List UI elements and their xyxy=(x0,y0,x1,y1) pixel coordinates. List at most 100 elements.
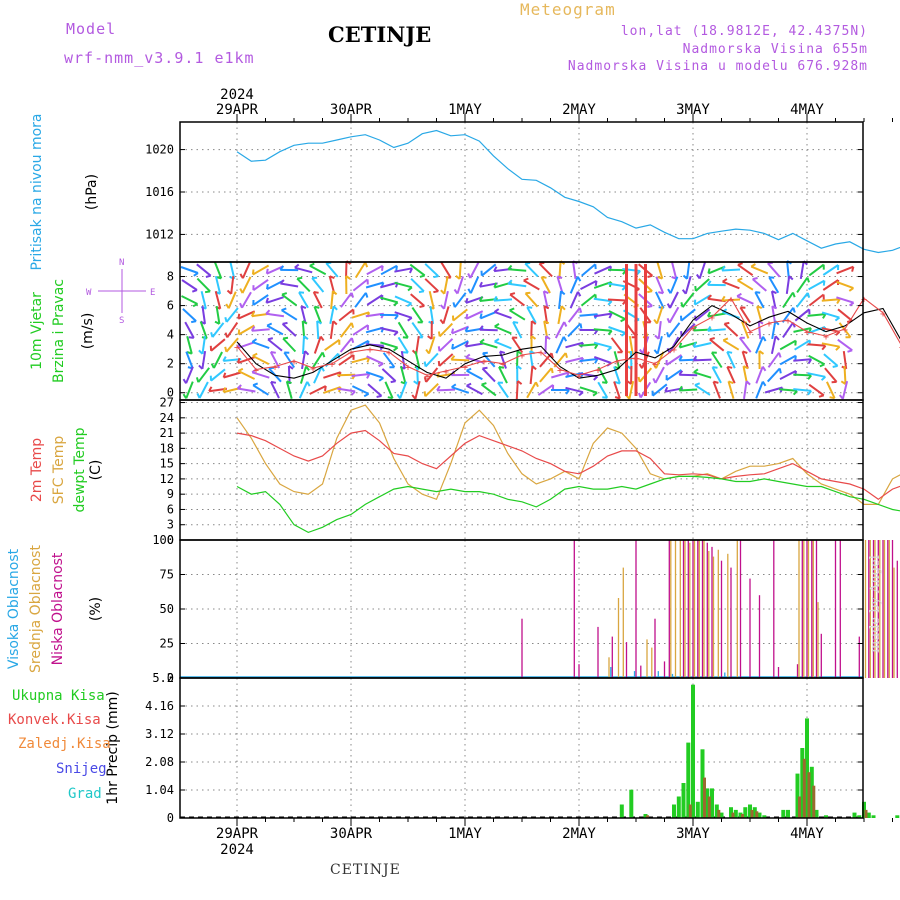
wind-barb-tip xyxy=(465,313,469,319)
y-tick-label: 1020 xyxy=(145,143,174,157)
wind-barb-tip xyxy=(198,364,204,370)
wind-barb xyxy=(799,260,805,280)
wind-barb xyxy=(497,382,509,398)
wind-barb xyxy=(694,308,711,322)
wind-barb-tip xyxy=(664,386,669,393)
wind-barb-tip xyxy=(840,380,847,385)
wind-barb-tip xyxy=(390,380,396,384)
wind-barb xyxy=(836,280,854,290)
compass-east: E xyxy=(150,288,155,298)
wind-barb-tip xyxy=(350,337,355,344)
wind-barb-tip xyxy=(594,343,599,350)
wind-barb-tip xyxy=(594,358,599,364)
precip-total-bar xyxy=(762,815,767,818)
wind-barb-tip xyxy=(821,345,827,351)
wind-barb xyxy=(694,384,711,396)
wind-barb-tip xyxy=(834,316,841,322)
wind-barb xyxy=(722,339,740,351)
wind-barb-tip xyxy=(437,346,441,352)
wind-gust-marker: + xyxy=(272,363,278,374)
wind-unit-label: (m/s) xyxy=(80,313,96,350)
wind-barb xyxy=(416,365,419,385)
wind-gust-marker: + xyxy=(310,364,316,375)
wind-barb-tip xyxy=(523,277,529,282)
wind-barb-tip xyxy=(594,280,598,286)
wind-barb xyxy=(654,291,665,309)
wind-barb xyxy=(742,366,748,384)
wind-barb xyxy=(750,265,769,275)
wind-barb-tip xyxy=(337,353,341,359)
y-tick-label: 4 xyxy=(167,328,174,342)
wind-barb-tip xyxy=(647,305,653,308)
wind-barb-tip xyxy=(493,308,500,313)
wind-barb xyxy=(201,335,206,355)
wind-barb xyxy=(686,260,691,280)
wind-barb xyxy=(822,264,839,276)
wind-barb xyxy=(836,265,854,275)
wind-barb xyxy=(338,354,355,366)
precip-total-bar xyxy=(643,814,648,818)
wind-barb xyxy=(825,381,836,399)
wind-barb-tip xyxy=(406,302,413,307)
wind-barb-tip xyxy=(423,361,427,367)
wind-gust-marker: + xyxy=(785,316,791,327)
wind-barb-tip xyxy=(252,382,259,387)
y-tick-label: 1012 xyxy=(145,227,174,241)
wind-barb-tip xyxy=(565,389,570,395)
wind-barb-tip xyxy=(509,307,515,312)
wind-barb xyxy=(693,358,712,362)
wind-barb xyxy=(843,365,847,385)
wind-barb-tip xyxy=(433,290,439,294)
wind-barb xyxy=(479,282,498,288)
wind-barb-tip xyxy=(835,345,841,351)
wind-barb-tip xyxy=(251,338,258,343)
wind-gust-marker: + xyxy=(652,360,658,371)
wind-barb-tip xyxy=(236,384,242,390)
wind-barb xyxy=(508,268,527,272)
wind-barb-tip xyxy=(614,396,621,400)
temp-unit-label: (C) xyxy=(88,460,104,481)
wind-barb xyxy=(526,381,537,399)
wind-barb xyxy=(594,265,612,275)
day-label-bottom: 29APR xyxy=(216,826,259,842)
wind-barb-tip xyxy=(578,307,583,313)
precip-conv-bar xyxy=(755,811,759,818)
wind-barb xyxy=(252,264,270,276)
wind-barb-tip xyxy=(427,335,433,340)
wind-barb-tip xyxy=(303,335,309,340)
wind-barb-tip xyxy=(378,362,384,368)
precip-conv-bar xyxy=(741,814,744,818)
wind-barb xyxy=(778,388,798,392)
precip-conv-bar xyxy=(646,815,649,818)
lonlat-label: lon,lat (18.9812E, 42.4375N) xyxy=(620,24,868,39)
wind-barb xyxy=(766,367,781,383)
wind-barb-tip xyxy=(304,350,310,356)
wind-barb xyxy=(241,261,252,279)
wind-barb xyxy=(593,312,612,318)
wind-barb-tip xyxy=(543,320,550,325)
wind-barb xyxy=(670,261,678,279)
wind-barb xyxy=(607,298,627,302)
wind-barb xyxy=(509,309,526,321)
wind-barb xyxy=(340,292,353,308)
wind-barb-tip xyxy=(313,291,319,294)
wind-barb xyxy=(479,341,498,349)
wind-barb-tip xyxy=(479,313,483,319)
wind-barb-tip xyxy=(667,288,672,294)
wind-barb xyxy=(726,351,736,369)
wind-barb xyxy=(237,356,256,364)
wind-barb-tip xyxy=(592,391,598,397)
wind-barb xyxy=(252,278,269,292)
wind-barb xyxy=(786,260,790,280)
wind-barb xyxy=(351,311,370,319)
wind-barb-tip xyxy=(562,336,568,342)
wind-barb-tip xyxy=(316,320,322,325)
wind-barb-tip xyxy=(706,280,712,286)
wind-barb xyxy=(693,371,712,379)
wind-barb xyxy=(438,322,454,338)
precip-total-bar xyxy=(795,773,800,818)
wind-barb xyxy=(266,324,284,336)
wind-barb xyxy=(397,336,409,354)
wind-barb-tip xyxy=(620,332,627,337)
wind-barb xyxy=(557,305,563,325)
